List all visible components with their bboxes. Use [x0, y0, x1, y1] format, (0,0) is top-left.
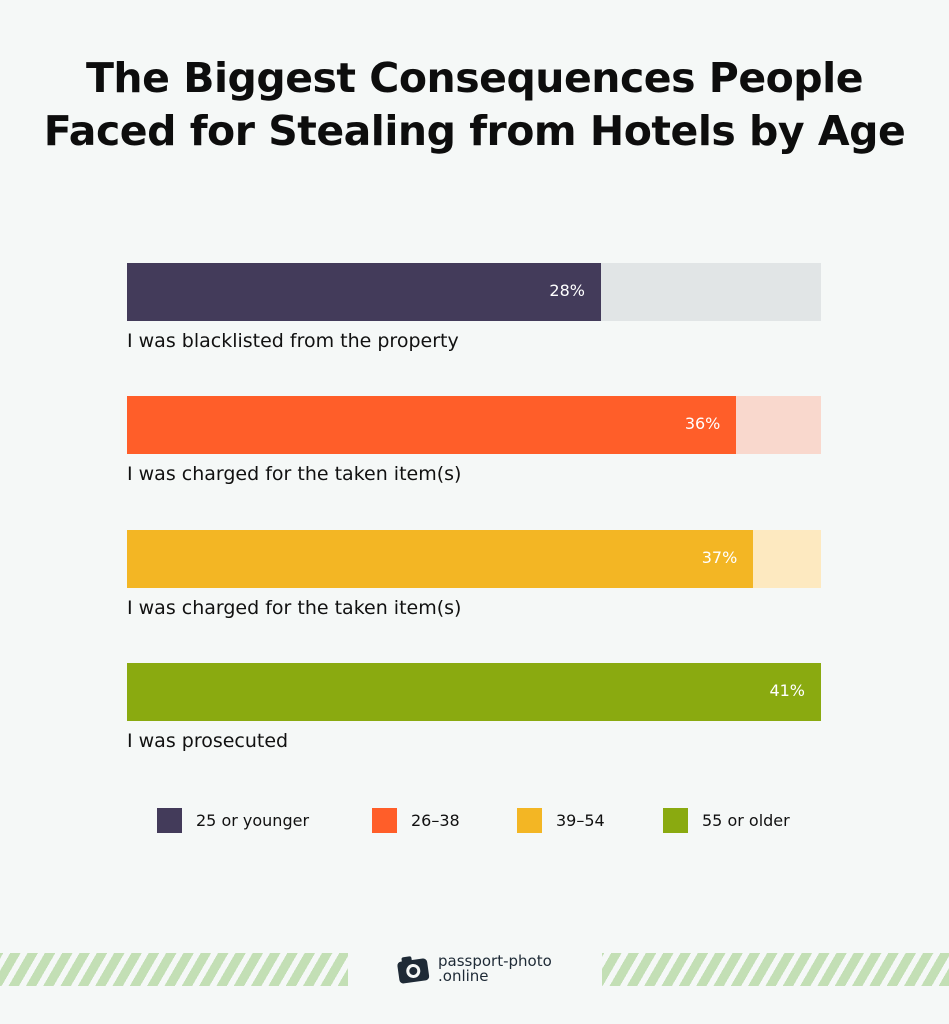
decorative-stripe-left: [0, 953, 348, 986]
data-label: 41%: [769, 681, 805, 700]
data-label: 36%: [684, 414, 721, 433]
title-line-2: Faced for Stealing from Hotels by Age: [43, 107, 906, 155]
legend-item: 39–54: [517, 808, 605, 833]
legend-label: 25 or younger: [196, 811, 310, 830]
legend-item: 55 or older: [663, 808, 790, 833]
decorative-stripe-right: [602, 953, 949, 986]
chart-title: The Biggest Consequences People Faced fo…: [0, 52, 949, 158]
logo-text-line-2: .online: [438, 967, 489, 985]
bar: [127, 663, 821, 721]
bar-track: 28%: [127, 263, 821, 321]
bar-track: 37%: [127, 530, 821, 588]
bar: [127, 530, 754, 588]
legend-swatch: [372, 808, 397, 833]
legend-swatch: [157, 808, 182, 833]
legend-label: 26–38: [411, 811, 460, 830]
bar-track: 41%: [127, 663, 821, 721]
legend-label: 39–54: [556, 811, 605, 830]
legend-swatch: [663, 808, 688, 833]
legend-label: 55 or older: [702, 811, 790, 830]
logo: passport-photo .online: [396, 954, 552, 984]
title-line-1: The Biggest Consequences People: [85, 54, 864, 102]
legend-item: 25 or younger: [157, 808, 309, 833]
legend-item: 26–38: [372, 808, 460, 833]
bar: [127, 396, 737, 454]
data-label: 28%: [549, 281, 585, 300]
category-label: I was charged for the taken item(s): [127, 463, 462, 485]
legend-swatch: [517, 808, 542, 833]
camera-icon: [397, 956, 430, 984]
logo-text-line-1: passport-photo: [438, 952, 552, 970]
category-label: I was charged for the taken item(s): [127, 597, 462, 619]
bar-track: 36%: [127, 396, 821, 454]
bar: [127, 263, 601, 321]
category-label: I was blacklisted from the property: [127, 330, 459, 352]
category-label: I was prosecuted: [127, 730, 289, 752]
data-label: 37%: [701, 548, 738, 567]
